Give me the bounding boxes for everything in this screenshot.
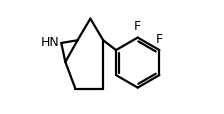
Text: HN: HN (41, 36, 59, 49)
Text: F: F (134, 20, 141, 33)
Text: F: F (156, 32, 163, 45)
